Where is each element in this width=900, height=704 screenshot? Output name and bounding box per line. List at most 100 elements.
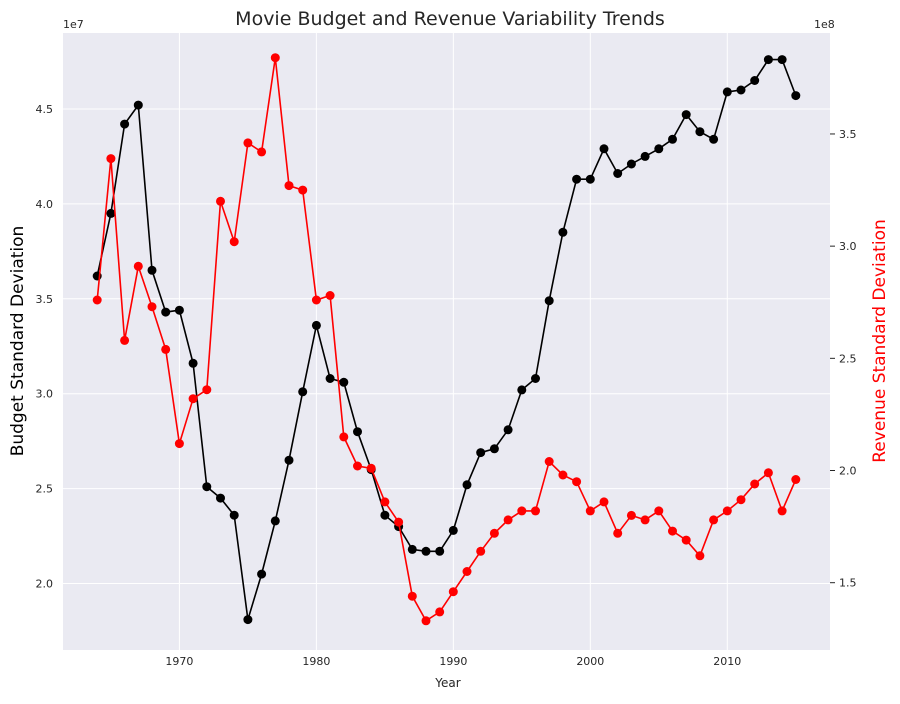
data-point-right: [585, 506, 595, 516]
data-point-right: [709, 515, 719, 525]
data-point-right: [613, 528, 623, 538]
data-point-left: [777, 55, 787, 65]
data-point-right: [517, 506, 527, 516]
data-point-left: [270, 516, 280, 526]
data-point-left: [489, 444, 499, 454]
data-point-right: [284, 181, 294, 191]
data-point-right: [366, 463, 376, 473]
data-point-right: [435, 607, 445, 617]
data-point-right: [407, 591, 417, 601]
data-point-right: [558, 470, 568, 480]
data-point-right: [133, 261, 143, 271]
data-point-right: [353, 461, 362, 471]
data-point-left: [613, 169, 623, 178]
data-point-left: [284, 455, 294, 465]
data-point-left: [750, 76, 760, 85]
series-line-right: [96, 57, 797, 622]
data-point-left: [202, 482, 212, 492]
data-point-right: [626, 510, 636, 520]
data-point-right: [216, 196, 225, 206]
data-point-right: [270, 53, 280, 63]
data-point-right: [476, 546, 486, 556]
data-point-left: [174, 305, 184, 315]
data-point-right: [92, 295, 102, 305]
series-line-left: [96, 58, 797, 620]
left-y-tick-label: 3.0: [36, 388, 54, 401]
right-y-tick-label: 3.5: [839, 128, 857, 141]
data-point-left: [339, 377, 349, 387]
data-point-left: [585, 174, 595, 184]
data-point-left: [147, 265, 157, 275]
data-point-right: [750, 479, 760, 489]
data-point-right: [120, 335, 130, 345]
data-point-right: [503, 515, 513, 525]
left-y-tick-label: 2.5: [36, 483, 54, 496]
data-point-left: [133, 100, 143, 110]
ticks-layer: 1970 1980 1990 2000 2010 2.0 2.5 3.0 3.5 4.0 4.5 1.…: [36, 103, 857, 668]
data-point-left: [544, 296, 554, 306]
right-axis-exponent: 1e8: [814, 18, 835, 31]
data-point-right: [257, 147, 267, 157]
data-point-left: [722, 87, 732, 97]
data-point-left: [188, 358, 198, 368]
data-point-left: [243, 615, 253, 625]
data-point-left: [599, 144, 609, 154]
right-y-tick-label: 1.5: [839, 577, 857, 590]
data-point-left: [558, 227, 568, 237]
data-point-left: [668, 134, 677, 144]
left-y-tick-label: 4.0: [36, 198, 54, 211]
right-y-tick-label: 2.5: [839, 352, 857, 365]
right-y-tick-label: 3.0: [839, 240, 857, 253]
data-point-right: [695, 551, 705, 561]
data-point-left: [640, 151, 650, 161]
left-axis-exponent: 1e7: [63, 18, 84, 31]
data-point-right: [339, 432, 349, 442]
data-point-right: [599, 497, 609, 507]
data-point-right: [462, 567, 472, 576]
data-point-right: [106, 154, 116, 164]
data-point-left: [626, 159, 636, 169]
series-left: [92, 55, 801, 625]
data-point-right: [325, 291, 335, 300]
data-point-left: [763, 55, 773, 65]
data-point-left: [695, 127, 705, 137]
data-point-left: [120, 119, 130, 129]
data-point-right: [421, 616, 431, 626]
data-point-right: [763, 468, 773, 478]
left-y-tick-label: 4.5: [36, 103, 54, 116]
x-tick-label: 1970: [165, 655, 193, 668]
data-point-left: [216, 493, 225, 503]
data-point-right: [298, 185, 308, 195]
data-point-left: [353, 427, 362, 437]
data-point-left: [325, 374, 335, 383]
data-point-left: [311, 320, 321, 330]
y-axis-label-left: Budget Standard Deviation: [8, 226, 28, 457]
data-point-left: [654, 144, 664, 154]
data-point-left: [517, 385, 527, 395]
data-point-right: [174, 439, 184, 449]
data-point-left: [503, 425, 513, 435]
data-point-right: [243, 138, 253, 148]
y-axis-label-right: Revenue Standard Deviation: [870, 219, 890, 463]
data-point-left: [791, 91, 801, 101]
data-point-left: [572, 174, 582, 184]
data-point-left: [709, 134, 719, 144]
data-point-right: [147, 302, 157, 312]
data-point-right: [229, 237, 239, 247]
data-point-right: [161, 344, 171, 354]
data-point-left: [476, 448, 486, 458]
data-point-right: [202, 385, 212, 395]
data-point-left: [462, 480, 472, 490]
data-point-left: [106, 208, 116, 218]
chart-title: Movie Budget and Revenue Variability Tre…: [235, 8, 665, 30]
data-point-right: [736, 495, 746, 505]
series-layer: [92, 53, 801, 626]
data-point-right: [640, 515, 650, 525]
data-point-right: [448, 587, 458, 597]
data-point-left: [380, 510, 390, 520]
data-point-left: [257, 569, 267, 579]
data-point-left: [531, 374, 540, 383]
x-tick-label: 2000: [576, 655, 604, 668]
data-point-left: [448, 525, 458, 535]
data-point-right: [668, 526, 677, 536]
